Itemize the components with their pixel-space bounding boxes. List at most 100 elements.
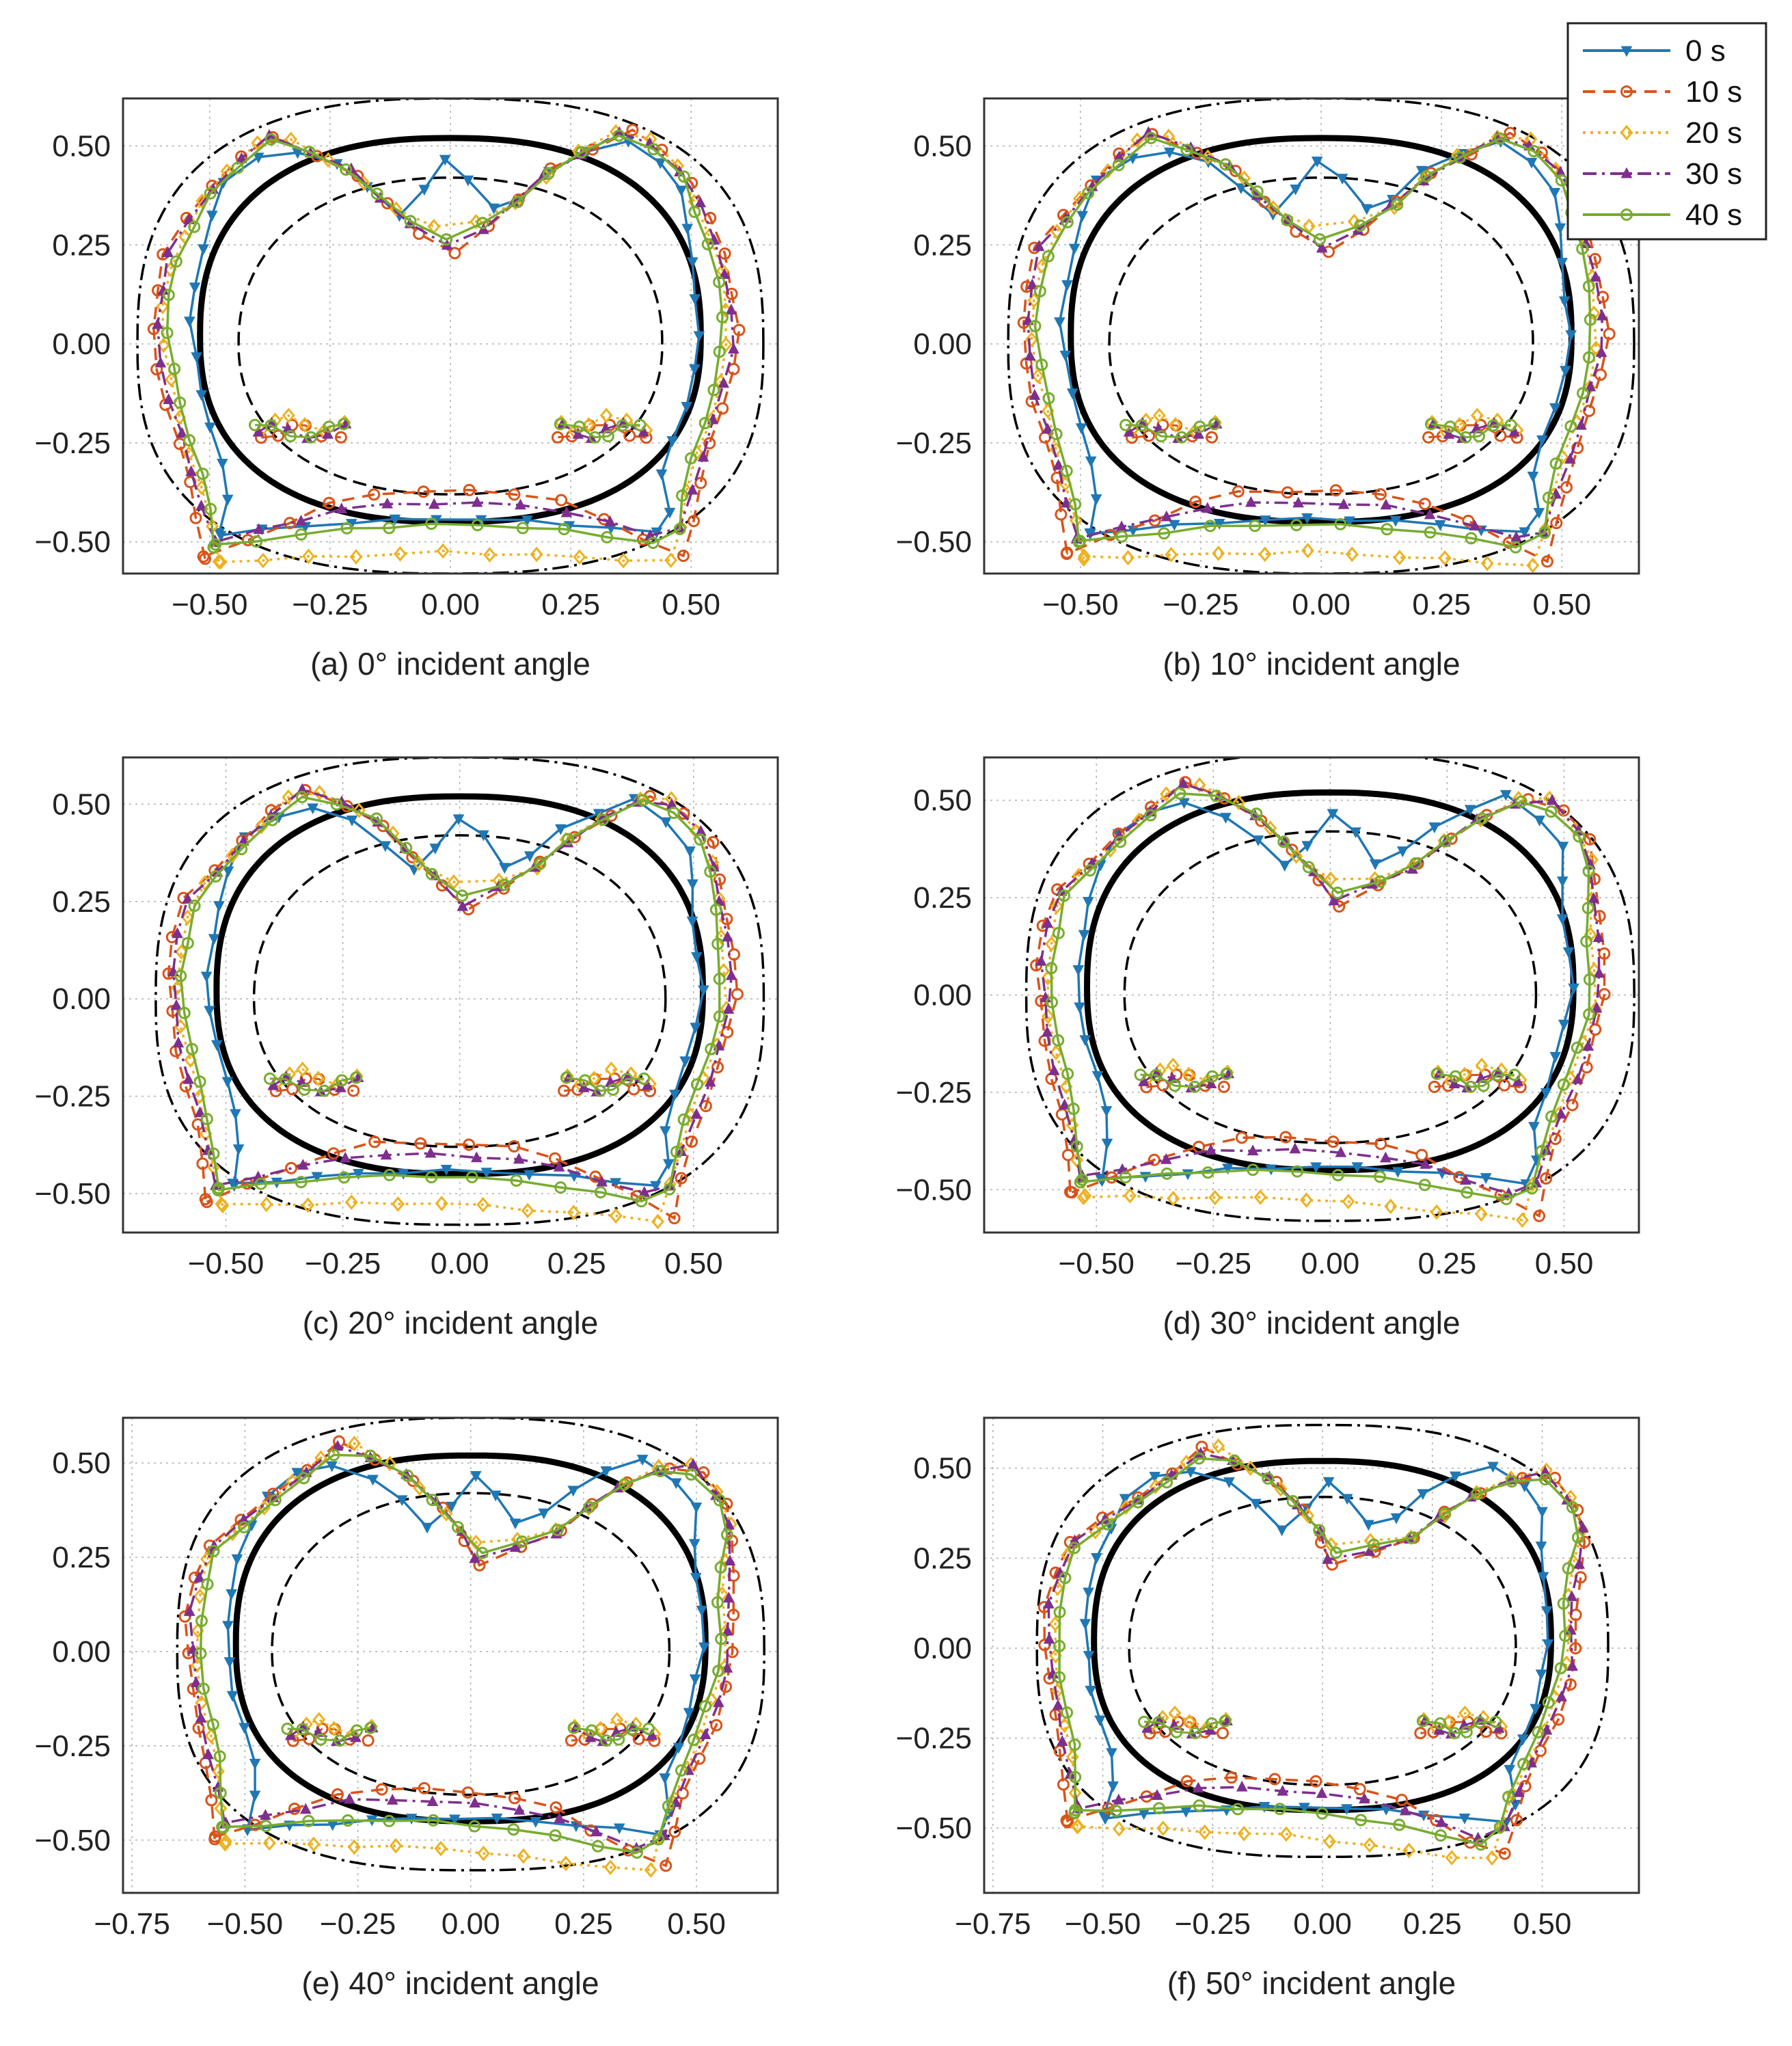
y-tick-label: −0.25 [35, 427, 111, 460]
series-40s [161, 129, 729, 554]
data-point [1168, 1705, 1182, 1721]
data-point [216, 1820, 229, 1833]
data-point [1450, 1471, 1461, 1483]
data-point [1024, 349, 1036, 361]
data-point [370, 187, 383, 200]
data-point [1042, 250, 1055, 263]
data-point [1459, 431, 1472, 444]
data-point [555, 824, 567, 835]
series-line [1076, 793, 1575, 1185]
reference-inner-contour [252, 834, 667, 1148]
data-point [1045, 962, 1058, 975]
data-point [1106, 1748, 1117, 1760]
data-point [1266, 200, 1280, 216]
data-point [667, 806, 680, 819]
data-point [1545, 805, 1558, 818]
data-point [162, 288, 175, 301]
data-point [222, 1621, 234, 1632]
data-point [1448, 1077, 1461, 1089]
data-point [1540, 1606, 1553, 1617]
series-line [560, 422, 640, 439]
data-point [567, 1204, 580, 1221]
data-point [1060, 496, 1072, 508]
data-point [1279, 1826, 1293, 1842]
data-point [314, 1733, 327, 1746]
data-point [1341, 1804, 1353, 1816]
data-point [1033, 285, 1046, 298]
data-point [327, 1147, 340, 1160]
data-point [1072, 965, 1085, 976]
data-point [694, 833, 707, 846]
data-point [425, 1171, 438, 1184]
series-30s [1035, 777, 1605, 1198]
data-point [1549, 188, 1561, 199]
data-point [194, 1647, 207, 1660]
data-point [476, 1196, 490, 1213]
data-point [426, 1795, 439, 1806]
data-point [1212, 546, 1225, 561]
data-point [1205, 1717, 1218, 1730]
data-point [1361, 204, 1373, 215]
data-point [1055, 508, 1068, 521]
axes-frame [983, 97, 1640, 575]
data-point [1556, 876, 1569, 888]
data-point [709, 903, 722, 916]
y-tick-label: 0.25 [52, 228, 111, 262]
data-point [469, 1796, 481, 1808]
data-point [1219, 1714, 1232, 1727]
data-point [338, 1171, 351, 1184]
x-tick-label: 0.25 [554, 1907, 613, 1941]
data-point [428, 498, 440, 509]
series-line [1434, 1073, 1521, 1088]
data-point [1052, 1034, 1065, 1047]
data-point [1584, 380, 1597, 392]
data-point [1470, 407, 1484, 424]
data-point [476, 217, 489, 230]
data-point [1530, 1704, 1541, 1715]
data-point [1517, 1734, 1529, 1746]
series-line [1428, 424, 1517, 439]
data-point [572, 427, 584, 439]
data-point [660, 1126, 671, 1138]
data-point [219, 1833, 232, 1849]
data-point [507, 1823, 520, 1836]
data-point [483, 547, 496, 563]
data-point [1069, 1771, 1082, 1783]
data-point [635, 1195, 648, 1208]
data-point [1438, 550, 1452, 566]
data-point [1590, 271, 1601, 282]
data-point [1035, 258, 1048, 274]
data-point [447, 874, 461, 890]
data-point [1029, 320, 1042, 333]
data-point [1137, 1715, 1150, 1728]
data-point [1510, 1814, 1523, 1827]
data-point [1562, 947, 1575, 958]
data-point [1566, 1660, 1578, 1671]
data-point [241, 534, 254, 547]
data-point [236, 152, 247, 163]
data-point [1245, 496, 1257, 507]
data-point [169, 255, 182, 268]
data-point [202, 1748, 214, 1760]
data-point [189, 511, 202, 524]
data-point [1381, 523, 1394, 536]
plot-area [176, 1418, 765, 1878]
data-point [216, 459, 228, 470]
data-point [1459, 1174, 1471, 1185]
data-point [554, 1181, 567, 1194]
data-point [207, 1544, 220, 1557]
data-point [439, 154, 451, 166]
data-point [716, 311, 729, 324]
data-point [260, 1196, 273, 1213]
data-point [491, 1813, 503, 1825]
data-point [1289, 1142, 1301, 1154]
data-point [1061, 215, 1074, 228]
data-point [616, 552, 630, 569]
data-point [193, 1588, 207, 1604]
x-tick-label: 0.50 [1535, 1247, 1594, 1280]
data-point [688, 205, 701, 218]
data-point [1027, 293, 1041, 308]
data-point [381, 197, 394, 210]
data-point [1519, 527, 1531, 539]
data-point [1112, 1821, 1126, 1837]
